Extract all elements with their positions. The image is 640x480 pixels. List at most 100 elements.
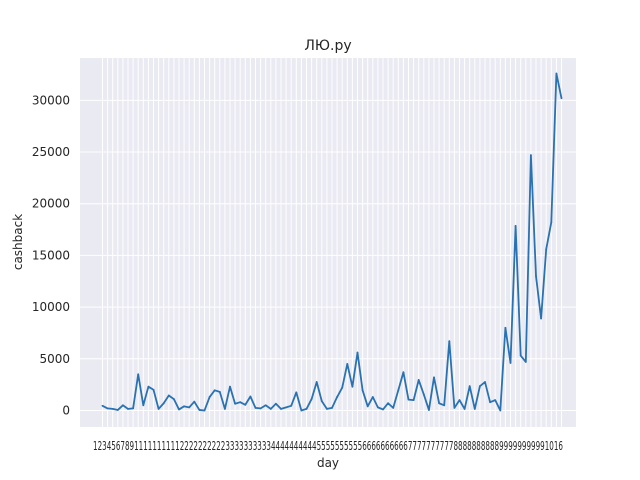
data-point xyxy=(218,390,221,393)
data-point xyxy=(269,408,272,410)
y-gridlines xyxy=(80,99,576,411)
data-point xyxy=(448,340,451,343)
data-point xyxy=(193,400,196,403)
data-point xyxy=(167,394,170,397)
data-point xyxy=(560,97,563,100)
data-point xyxy=(203,409,206,412)
data-point xyxy=(116,409,119,411)
data-point xyxy=(137,373,140,376)
data-point xyxy=(300,409,303,412)
data-point xyxy=(407,398,410,401)
data-point xyxy=(336,396,338,398)
data-point xyxy=(494,399,497,402)
data-point xyxy=(377,406,379,409)
data-point xyxy=(259,407,262,410)
data-point xyxy=(540,317,542,320)
data-point xyxy=(244,403,247,406)
data-point xyxy=(351,385,354,388)
data-point xyxy=(341,386,344,389)
data-point xyxy=(484,381,486,383)
data-point xyxy=(101,404,104,407)
data-point xyxy=(371,396,374,398)
data-point xyxy=(402,371,405,374)
data-point xyxy=(315,381,318,383)
data-point xyxy=(310,398,313,400)
y-tick-label: 20000 xyxy=(32,197,70,211)
data-point xyxy=(320,400,323,403)
y-axis-label: cashback xyxy=(11,214,25,270)
data-point xyxy=(280,408,282,410)
data-point xyxy=(443,404,446,407)
data-point xyxy=(326,408,328,410)
data-point xyxy=(213,389,216,392)
data-point xyxy=(198,409,201,411)
data-point xyxy=(111,408,114,410)
data-point xyxy=(417,379,420,381)
data-point xyxy=(173,398,175,400)
chart-title: ЛЮ.ру xyxy=(304,38,351,54)
data-point xyxy=(422,393,425,396)
data-point xyxy=(152,388,155,391)
data-point xyxy=(331,406,333,409)
data-point xyxy=(178,408,180,411)
data-point xyxy=(438,402,440,405)
plot-area xyxy=(80,58,576,427)
data-point xyxy=(524,360,527,363)
data-point xyxy=(142,404,145,407)
y-tick-label: 30000 xyxy=(32,93,70,107)
data-point xyxy=(208,396,211,398)
data-point xyxy=(239,401,242,404)
data-point xyxy=(305,408,308,410)
data-point xyxy=(127,408,129,410)
data-point xyxy=(499,409,502,412)
data-point xyxy=(489,401,491,404)
data-point xyxy=(473,408,476,410)
data-point xyxy=(463,408,466,410)
data-point xyxy=(290,404,293,407)
data-point xyxy=(188,406,191,409)
data-point xyxy=(157,408,160,410)
data-point xyxy=(412,399,415,402)
data-point xyxy=(234,402,237,405)
x-tick-labels: 1234567891111111111222222222233333333334… xyxy=(93,439,563,453)
y-tick-labels: 0 5000 10000 15000 20000 25000 30000 xyxy=(32,93,70,417)
data-point xyxy=(264,404,267,407)
data-point xyxy=(382,408,384,411)
data-point xyxy=(458,399,461,402)
data-point xyxy=(479,385,481,388)
data-point xyxy=(397,389,400,392)
data-point xyxy=(249,395,252,398)
data-point xyxy=(453,406,456,409)
data-point xyxy=(504,326,507,329)
data-point xyxy=(275,402,277,405)
data-point xyxy=(229,385,231,388)
y-tick-label: 5000 xyxy=(39,352,70,366)
data-point xyxy=(530,154,532,157)
data-point xyxy=(254,406,257,409)
data-point xyxy=(509,362,512,364)
data-point xyxy=(555,72,558,75)
data-point xyxy=(545,248,548,251)
data-point xyxy=(356,351,359,354)
data-point xyxy=(387,402,389,405)
data-point xyxy=(468,385,471,388)
data-point xyxy=(122,404,124,407)
y-tick-label: 25000 xyxy=(32,145,70,159)
data-point xyxy=(285,406,287,409)
data-point xyxy=(392,406,395,409)
data-point xyxy=(514,225,517,227)
x-axis-label: day xyxy=(317,456,339,470)
y-tick-label: 15000 xyxy=(32,248,70,262)
data-point xyxy=(106,407,109,410)
data-point xyxy=(132,407,135,410)
series-cashback xyxy=(101,72,563,412)
y-tick-label: 0 xyxy=(62,403,70,417)
data-point xyxy=(550,221,553,224)
data-point xyxy=(295,391,298,394)
y-tick-label: 10000 xyxy=(32,300,70,314)
data-point xyxy=(519,354,522,357)
data-point xyxy=(428,409,430,411)
data-point xyxy=(433,376,435,379)
data-point xyxy=(346,363,349,365)
